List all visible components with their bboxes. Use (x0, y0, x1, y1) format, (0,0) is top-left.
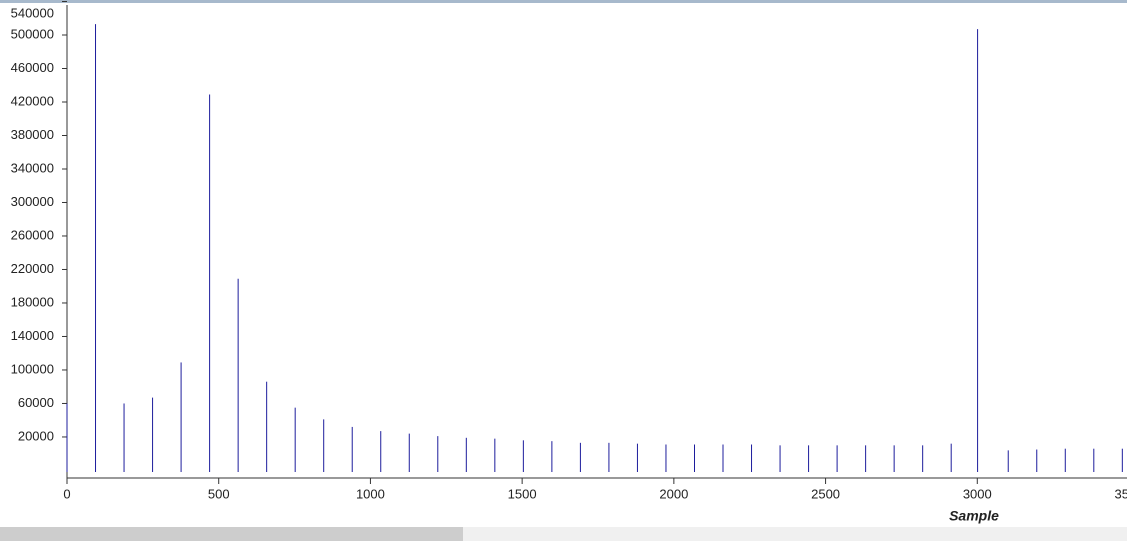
x-tick-label: 3500 (1115, 486, 1127, 501)
x-tick-label: 2500 (811, 486, 840, 501)
y-tick-label: 420000 (11, 93, 54, 108)
y-tick-label: 380000 (11, 127, 54, 142)
y-tick-label: 20000 (18, 428, 54, 443)
y-tick-label: 140000 (11, 328, 54, 343)
x-tick-label: 1000 (356, 486, 385, 501)
y-tick-label: 60000 (18, 395, 54, 410)
y-tick-label: 340000 (11, 160, 54, 175)
x-axis-label: Sample (949, 508, 999, 524)
y-tick-label: 460000 (11, 60, 54, 75)
y-tick-label: 180000 (11, 294, 54, 309)
y-tick-label: 260000 (11, 227, 54, 242)
x-tick-label: 3000 (963, 486, 992, 501)
window-top-border (0, 0, 1127, 3)
x-tick-label: 500 (208, 486, 230, 501)
y-tick-label: 100000 (11, 361, 54, 376)
y-tick-label: 540000 (11, 5, 54, 20)
scrollbar-thumb[interactable] (0, 527, 463, 541)
y-tick-label: 300000 (11, 194, 54, 209)
x-tick-label: 2000 (659, 486, 688, 501)
x-tick-label: 1500 (508, 486, 537, 501)
y-tick-label: 220000 (11, 261, 54, 276)
y-tick-label: 500000 (11, 26, 54, 41)
x-tick-label: 0 (63, 486, 70, 501)
